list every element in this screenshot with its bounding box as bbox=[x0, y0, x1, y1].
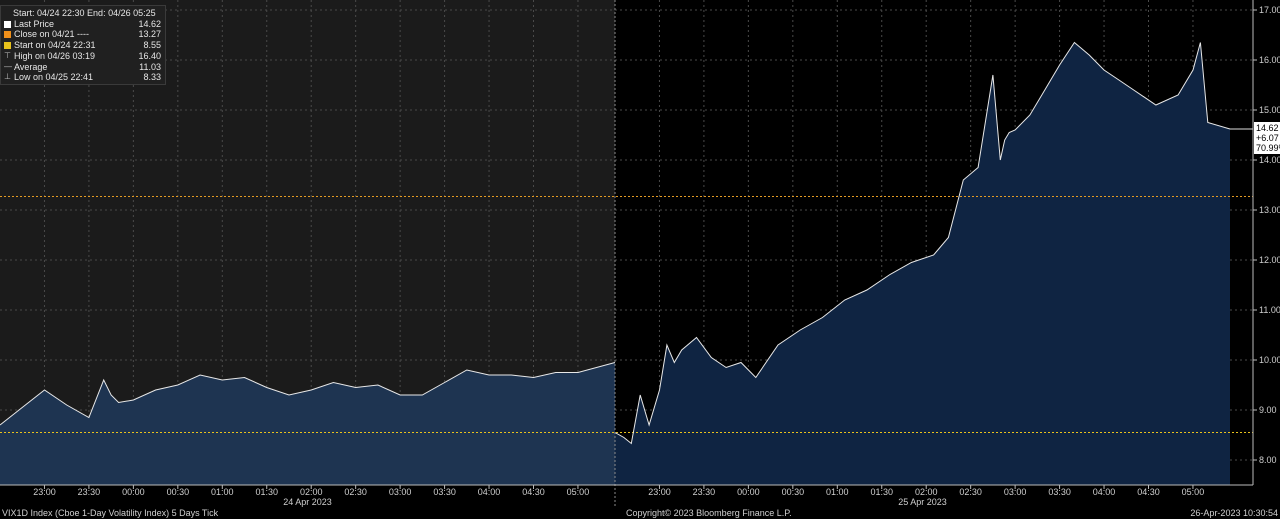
legend-row: — Average 11.03 bbox=[4, 62, 161, 73]
last-price-box: 14.62 +6.07 70.99% bbox=[1254, 122, 1280, 154]
x-tick-label: 02:00 bbox=[915, 487, 938, 497]
x-tick-label: 00:30 bbox=[167, 487, 190, 497]
legend-label: High on 04/26 03:19 bbox=[14, 50, 96, 61]
legend-value: 16.40 bbox=[138, 50, 161, 61]
x-tick-label: 02:30 bbox=[959, 487, 982, 497]
y-tick-label: 11.00 bbox=[1259, 305, 1280, 315]
x-tick-label: 23:30 bbox=[693, 487, 716, 497]
legend-value: 8.55 bbox=[143, 40, 161, 51]
x-tick-label: 01:30 bbox=[870, 487, 893, 497]
legend-high-icon: ⊤ bbox=[4, 50, 11, 60]
x-tick-label: 02:00 bbox=[300, 487, 323, 497]
x-tick-label: 01:30 bbox=[255, 487, 278, 497]
x-tick-label: 03:00 bbox=[389, 487, 412, 497]
legend-label: Low on 04/25 22:41 bbox=[14, 72, 94, 83]
y-tick-label: 9.00 bbox=[1259, 405, 1277, 415]
y-tick-label: 8.00 bbox=[1259, 455, 1277, 465]
legend-label: Close on 04/21 ---- bbox=[14, 29, 90, 40]
price-lines bbox=[0, 41, 1253, 445]
last-price-pct: 70.99% bbox=[1256, 143, 1280, 153]
x-axis: 23:00 23:30 00:00 00:30 01:00 01:30 02:00 02:30… bbox=[0, 484, 1253, 507]
footer-security-label: VIX1D Index (Cboe 1-Day Volatility Index… bbox=[2, 508, 219, 518]
x-tick-label: 04:00 bbox=[478, 487, 501, 497]
legend-value: 11.03 bbox=[139, 61, 161, 72]
area-fill-session-1 bbox=[0, 362, 615, 485]
x-tick-label: 04:30 bbox=[522, 487, 545, 497]
legend-low-icon: ⊥ bbox=[4, 72, 11, 82]
x-tick-label: 23:00 bbox=[648, 487, 671, 497]
x-tick-label: 04:00 bbox=[1093, 487, 1116, 497]
x-tick-label: 23:00 bbox=[33, 487, 56, 497]
x-tick-label: 03:00 bbox=[1004, 487, 1027, 497]
x-tick-label: 03:30 bbox=[1048, 487, 1071, 497]
x-tick-label: 01:00 bbox=[211, 487, 234, 497]
x-tick-label: 02:30 bbox=[344, 487, 367, 497]
x-tick-label: 04:30 bbox=[1137, 487, 1160, 497]
y-tick-label: 12.00 bbox=[1259, 255, 1280, 265]
x-tick-label: 05:00 bbox=[1182, 487, 1205, 497]
legend-row: ⊥ Low on 04/25 22:41 8.33 bbox=[4, 72, 161, 83]
legend-row: ⊤ High on 04/26 03:19 16.40 bbox=[4, 51, 161, 62]
x-tick-label: 05:00 bbox=[567, 487, 590, 497]
area-series bbox=[0, 42, 1230, 485]
legend-value: 14.62 bbox=[138, 18, 161, 29]
reference-lines bbox=[0, 196, 1253, 433]
footer-copyright: Copyright© 2023 Bloomberg Finance L.P. bbox=[626, 508, 792, 518]
legend-avg-icon: — bbox=[4, 61, 12, 71]
x-tick-label: 03:30 bbox=[433, 487, 456, 497]
x-tick-label: 00:00 bbox=[737, 487, 760, 497]
legend-label: Last Price bbox=[14, 18, 55, 29]
y-tick-label: 10.00 bbox=[1259, 355, 1280, 365]
last-price-value: 14.62 bbox=[1256, 123, 1279, 133]
x-tick-label: 01:00 bbox=[826, 487, 849, 497]
x-date-label: 25 Apr 2023 bbox=[898, 497, 947, 507]
x-tick-label: 23:30 bbox=[78, 487, 101, 497]
last-price-change: +6.07 bbox=[1256, 133, 1279, 143]
x-date-label: 24 Apr 2023 bbox=[283, 497, 332, 507]
x-tick-label: 00:30 bbox=[782, 487, 805, 497]
y-tick-label: 17.00 bbox=[1259, 5, 1280, 15]
price-line-session-2 bbox=[614, 41, 1231, 445]
legend-label: Start on 04/24 22:31 bbox=[14, 40, 96, 51]
y-axis: 8.00 9.00 10.00 11.00 12.00 13.00 14.00 15.00 16… bbox=[1252, 0, 1280, 485]
legend-value: 8.33 bbox=[143, 72, 161, 83]
legend-row: Start on 04/24 22:31 8.55 bbox=[4, 40, 161, 51]
area-fill-session-2 bbox=[615, 42, 1230, 485]
legend-swatch bbox=[4, 41, 11, 49]
y-tick-label: 14.00 bbox=[1259, 155, 1280, 165]
legend-row: Close on 04/21 ---- 13.27 bbox=[4, 29, 161, 40]
legend-header: Start: 04/24 22:30 End: 04/26 05:25 bbox=[13, 8, 156, 18]
y-tick-label: 13.00 bbox=[1259, 205, 1280, 215]
chart-legend: Start: 04/24 22:30 End: 04/26 05:25 Last… bbox=[0, 5, 166, 85]
y-tick-label: 16.00 bbox=[1259, 55, 1280, 65]
legend-swatch bbox=[4, 20, 11, 28]
y-tick-label: 15.00 bbox=[1259, 105, 1280, 115]
legend-label: Average bbox=[14, 61, 48, 72]
legend-swatch bbox=[4, 31, 11, 39]
price-line-session-1 bbox=[0, 362, 616, 426]
footer-timestamp: 26-Apr-2023 10:30:54 bbox=[1190, 508, 1278, 518]
legend-value: 13.27 bbox=[138, 29, 161, 40]
x-tick-label: 00:00 bbox=[122, 487, 145, 497]
legend-row: Last Price 14.62 bbox=[4, 19, 161, 30]
